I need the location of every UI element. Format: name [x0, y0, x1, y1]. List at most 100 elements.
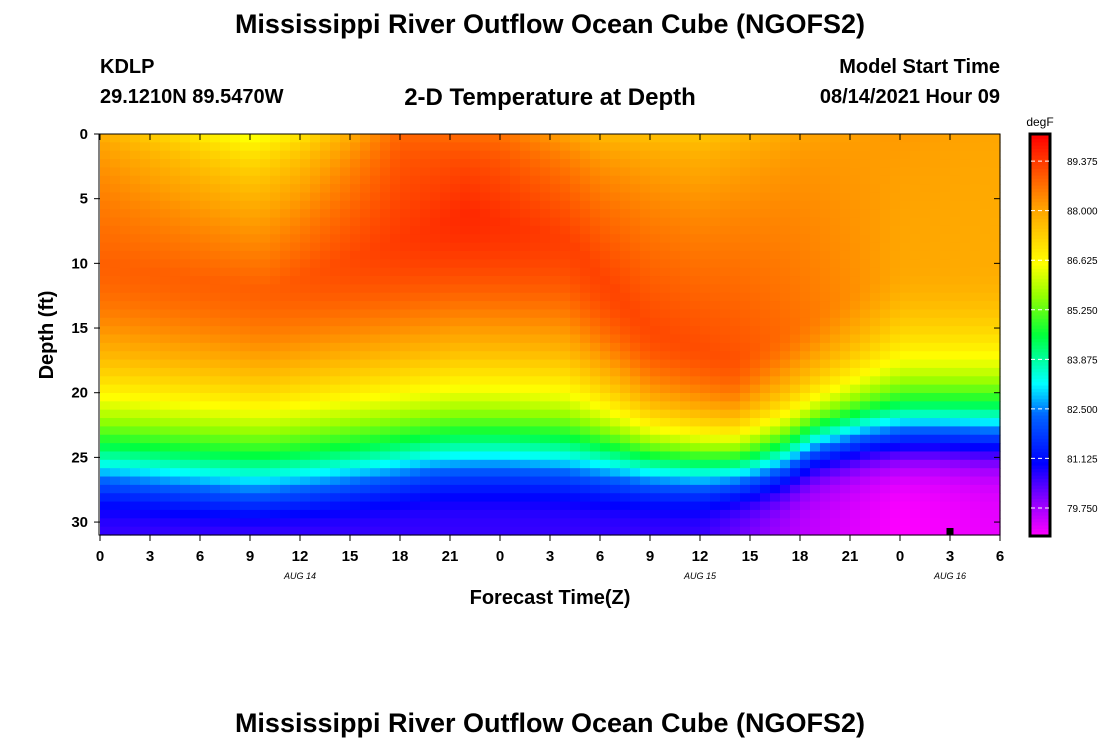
heatmap-cell [730, 242, 741, 252]
heatmap-cell [340, 367, 351, 377]
heatmap-cell [520, 142, 531, 152]
heatmap-cell [950, 292, 961, 302]
heatmap-cell [960, 250, 971, 260]
heatmap-cell [460, 418, 471, 427]
heatmap-cell [430, 200, 441, 210]
heatmap-cell [780, 359, 791, 369]
heatmap-cell [930, 526, 941, 536]
heatmap-cell [640, 159, 651, 169]
heatmap-cell [130, 317, 141, 327]
heatmap-cell [290, 451, 301, 461]
heatmap-cell [750, 334, 761, 344]
heatmap-cell [750, 409, 761, 419]
heatmap-cell [560, 418, 571, 427]
x-tick-label: 21 [442, 548, 459, 565]
heatmap-cell [440, 367, 451, 377]
heatmap-cell [700, 351, 711, 361]
heatmap-cell [260, 501, 271, 511]
heatmap-cell [210, 225, 221, 235]
heatmap-cell [670, 184, 681, 194]
colorbar-segment [1031, 518, 1049, 523]
heatmap-cell [120, 384, 131, 394]
heatmap-cell [280, 426, 291, 436]
heatmap-cell [220, 317, 231, 327]
heatmap-cell [320, 401, 331, 411]
heatmap-cell [850, 526, 861, 536]
heatmap-cell [330, 217, 341, 227]
heatmap-cell [340, 292, 351, 302]
heatmap-cell [820, 150, 831, 160]
heatmap-cell [630, 225, 641, 235]
colorbar-segment [1031, 241, 1049, 246]
heatmap-cell [920, 501, 931, 511]
heatmap-cell [220, 459, 231, 469]
heatmap-cell [200, 142, 211, 152]
heatmap-cell [790, 175, 801, 185]
heatmap-cell [600, 342, 611, 352]
heatmap-cell [520, 276, 531, 285]
heatmap-cell [330, 259, 341, 269]
colorbar-segment [1031, 285, 1049, 289]
heatmap-cell [510, 367, 521, 377]
heatmap-cell [190, 134, 201, 143]
heatmap-cell [370, 167, 381, 177]
heatmap-cell [490, 384, 501, 394]
heatmap-cell [900, 284, 911, 294]
heatmap-cell [930, 392, 941, 402]
heatmap-cell [970, 468, 981, 478]
heatmap-cell [860, 200, 871, 210]
heatmap-cell [300, 518, 311, 528]
heatmap-cell [390, 459, 401, 469]
heatmap-cell [690, 259, 701, 269]
heatmap-cell [270, 392, 281, 402]
heatmap-cell [140, 234, 151, 244]
heatmap-cell [750, 518, 761, 528]
heatmap-cell [680, 451, 691, 461]
heatmap-cell [780, 301, 791, 311]
heatmap-cell [570, 250, 581, 260]
heatmap-cell [380, 351, 391, 361]
heatmap-cell [680, 142, 691, 152]
heatmap-cell [240, 284, 251, 294]
heatmap-cell [320, 501, 331, 511]
heatmap-cell [680, 518, 691, 528]
heatmap-cell [150, 409, 161, 419]
heatmap-cell [320, 234, 331, 244]
heatmap-cell [390, 317, 401, 327]
heatmap-cell [530, 309, 541, 319]
heatmap-cell [120, 209, 131, 219]
heatmap-cell [400, 409, 411, 419]
heatmap-cell [650, 443, 661, 453]
heatmap-cell [880, 509, 891, 519]
heatmap-cell [890, 468, 901, 478]
heatmap-cell [500, 376, 511, 386]
heatmap-cell [910, 351, 921, 361]
heatmap-cell [440, 484, 451, 494]
heatmap-cell [440, 326, 451, 336]
heatmap-cell [720, 409, 731, 419]
heatmap-cell [780, 459, 791, 469]
heatmap-cell [430, 317, 441, 327]
heatmap-cell [170, 150, 181, 160]
heatmap-cell [280, 509, 291, 519]
heatmap-cell [110, 526, 121, 536]
heatmap-cell [460, 451, 471, 461]
heatmap-cell [160, 292, 171, 302]
heatmap-cell [150, 192, 161, 202]
heatmap-cell [630, 159, 641, 169]
heatmap-cell [240, 359, 251, 369]
heatmap-cell [470, 418, 481, 427]
heatmap-cell [500, 276, 511, 285]
heatmap-cell [640, 418, 651, 427]
heatmap-cell [830, 476, 841, 486]
heatmap-cell [420, 501, 431, 511]
heatmap-cell [110, 376, 121, 386]
heatmap-cell [940, 351, 951, 361]
heatmap-cell [620, 159, 631, 169]
heatmap-cell [200, 234, 211, 244]
heatmap-cell [100, 209, 111, 219]
heatmap-cell [130, 384, 141, 394]
heatmap-cell [910, 409, 921, 419]
heatmap-cell [420, 384, 431, 394]
heatmap-cell [740, 309, 751, 319]
